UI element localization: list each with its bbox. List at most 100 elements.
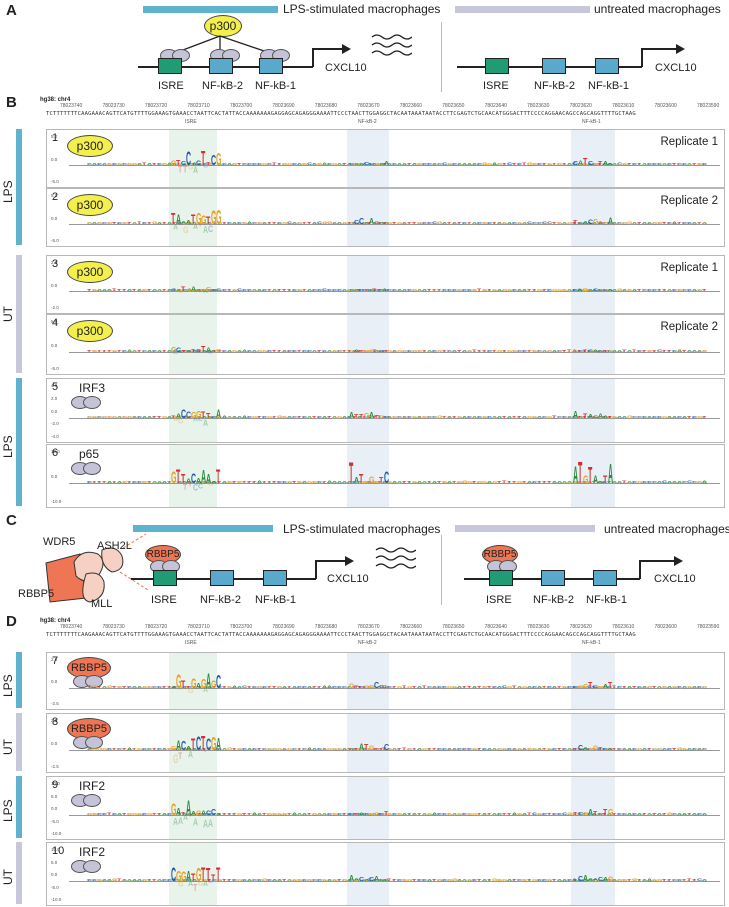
site-highlight: [571, 189, 615, 246]
logo-letter: C: [277, 351, 282, 354]
logo-letter: G: [97, 351, 102, 354]
logo-letter: C: [617, 222, 622, 225]
logo-letter: G: [152, 482, 157, 485]
logo-letter: A: [442, 814, 447, 817]
logo-letter: C: [422, 164, 427, 167]
logo-letter: A: [457, 814, 462, 817]
logo-letter: C: [242, 879, 247, 882]
logo-letter: A: [147, 416, 152, 419]
logo-letter: A: [612, 163, 617, 166]
logo-letter: T: [682, 223, 687, 226]
logo-letter: T: [302, 164, 307, 167]
logo-letter: G: [183, 224, 188, 235]
nfkb2-label: NF-kB-2: [200, 594, 241, 606]
logo-letter: C: [417, 687, 422, 690]
logo-letter: T: [422, 686, 427, 690]
logo-letter: C: [622, 417, 627, 420]
site-highlight: [169, 315, 217, 374]
logo-letter: G: [127, 416, 132, 419]
logo-letter: G: [657, 879, 662, 882]
logo-letter: A: [472, 416, 477, 419]
logo-letter: G: [374, 163, 379, 166]
logo-letter: C: [622, 223, 627, 226]
logo-letter: T: [132, 290, 137, 293]
logo-letter: C: [198, 482, 203, 490]
logo-letter: T: [397, 748, 402, 751]
logo-letter: A: [137, 289, 142, 292]
logo-letter: T: [573, 220, 577, 226]
logo-letter: A: [462, 164, 467, 167]
logo-letter: A: [277, 164, 282, 167]
logo-letter: A: [382, 289, 387, 293]
logo-letter: G: [107, 416, 112, 419]
logo-letter: T: [407, 481, 412, 484]
logo-letter: T: [607, 481, 612, 484]
logo-letter: G: [397, 417, 402, 420]
logo-letter: G: [322, 879, 327, 882]
logo-letter: T: [112, 687, 117, 690]
logo-letter: A: [252, 749, 257, 752]
logo-letter: G: [382, 417, 387, 420]
logo-letter: T: [122, 686, 127, 689]
logo-letter: G: [92, 686, 97, 690]
logo-letter: C: [457, 482, 462, 485]
logo-letter: G: [452, 482, 457, 485]
logo-letter: G: [472, 813, 477, 816]
logo-letter: A: [227, 416, 232, 419]
logo-letter: C: [252, 482, 257, 485]
compass-complex-icon: [45, 533, 149, 603]
logo-letter: A: [208, 817, 213, 829]
logo-letter: C: [237, 417, 242, 420]
site-highlight: [169, 777, 217, 839]
logo-letter: A: [317, 482, 322, 485]
logo-letter: T: [379, 475, 383, 485]
logo-letter: A: [612, 481, 617, 484]
logo-letter: A: [697, 748, 702, 751]
logo-letter: T: [87, 290, 92, 293]
logo-letter: G: [147, 813, 152, 816]
logo-letter: T: [507, 481, 512, 484]
logo-letter: T: [557, 223, 562, 226]
logo-letter: C: [359, 289, 364, 292]
nfkb1-site-label: NF-kB-1: [582, 119, 601, 125]
logo-letter: C: [422, 879, 427, 882]
rbbp5-complex-label: RBBP5: [18, 588, 55, 600]
logo-letter: T: [297, 416, 302, 419]
logo-letter: G: [162, 416, 167, 419]
logo-letter: A: [327, 685, 332, 689]
logo-letter: A: [202, 687, 207, 690]
logo-letter: T: [142, 482, 147, 485]
logo-letter: G: [277, 748, 282, 751]
logo-letter: G: [242, 687, 247, 690]
logo-letter: C: [222, 289, 227, 292]
logo-letter: T: [327, 687, 332, 690]
logo-letter: C: [587, 748, 592, 751]
axis-tick: 0.0: [51, 872, 58, 877]
logo-letter: C: [222, 163, 227, 166]
logo-letter: A: [507, 879, 512, 882]
logo-letter: C: [547, 290, 552, 293]
logo-letter: C: [617, 813, 622, 816]
logo-letter: C: [142, 222, 147, 225]
logo-letter: T: [697, 164, 702, 167]
logo-letter: A: [587, 164, 592, 167]
logo-letter: T: [573, 812, 578, 817]
logo-letter: C: [142, 748, 147, 751]
logo-letter: A: [682, 416, 687, 419]
logo-letter: A: [187, 350, 192, 353]
logo-letter: A: [347, 163, 352, 166]
lps-side-bar: [16, 129, 22, 245]
logo-letter: T: [412, 879, 417, 882]
logo-letter: C: [292, 350, 297, 353]
logo-letter: C: [112, 813, 117, 816]
track-number: 10: [52, 845, 65, 857]
logo-letter: G: [697, 289, 702, 292]
logo-letter: T: [222, 880, 227, 883]
logo-letter: G: [127, 813, 132, 816]
coordinate-tick: 78023600: [654, 103, 677, 109]
logo-letter: C: [182, 686, 187, 689]
logo-letter: A: [367, 880, 372, 883]
logo-letter: T: [647, 351, 652, 354]
logo-letter: T: [352, 687, 357, 690]
